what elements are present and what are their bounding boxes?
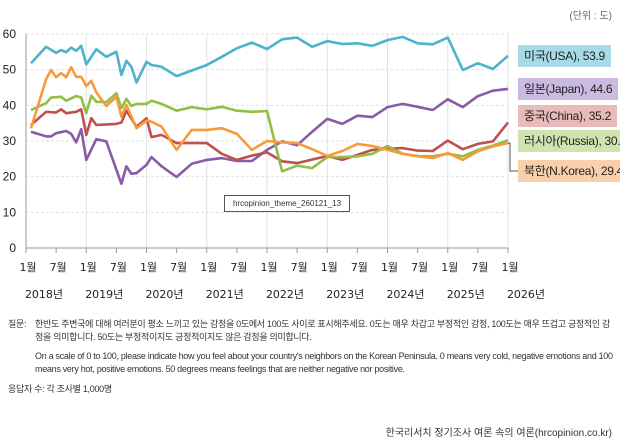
y-tick-label: 0 <box>9 241 16 255</box>
x-year-label: 2020년 <box>145 288 183 301</box>
x-year-label: 2018년 <box>25 288 63 301</box>
end-label-1: 일본(Japan), 44.6 <box>518 78 619 100</box>
end-label-0: 미국(USA), 53.9 <box>518 45 611 67</box>
x-month-label: 7월 <box>230 261 247 274</box>
y-tick-label: 20 <box>3 170 17 184</box>
series-line-4 <box>29 65 509 162</box>
x-month-label: 1월 <box>441 261 458 274</box>
y-tick-label: 60 <box>3 27 17 41</box>
y-tick-label: 10 <box>3 205 17 219</box>
x-month-label: 7월 <box>110 261 127 274</box>
axes <box>25 34 509 253</box>
x-month-label: 1월 <box>140 261 157 274</box>
y-tick-label: 30 <box>3 134 17 148</box>
x-year-label: 2026년 <box>507 288 545 301</box>
x-month-label: 1월 <box>260 261 277 274</box>
x-month-label: 1월 <box>200 261 217 274</box>
x-year-label: 2021년 <box>206 288 244 301</box>
x-month-label: 1월 <box>381 261 398 274</box>
x-month-label: 7월 <box>291 261 308 274</box>
x-month-label: 7월 <box>471 261 488 274</box>
x-month-label: 1월 <box>501 261 518 274</box>
question-label: 질문: <box>8 319 27 329</box>
watermark-box: hrcopinion_theme_260121_13 <box>224 195 350 212</box>
source-credit: 한국리서치 정기조사 여론 속의 여론(hrcopinion.co.kr) <box>385 428 612 439</box>
y-tick-label: 40 <box>3 98 17 112</box>
x-month-label: 7월 <box>411 261 428 274</box>
x-year-label: 2024년 <box>386 288 424 301</box>
x-month-label: 7월 <box>351 261 368 274</box>
series-lines <box>29 35 518 186</box>
respondents-note: 응답자 수: 각 조사별 1,000명 <box>8 384 112 394</box>
x-year-label: 2023년 <box>326 288 364 301</box>
end-label-2: 중국(China), 35.2 <box>518 105 617 127</box>
x-month-label: 1월 <box>19 261 36 274</box>
x-year-label: 2019년 <box>85 288 123 301</box>
y-tick-label: 50 <box>3 63 17 77</box>
end-label-4: 북한(N.Korea), 29.4 <box>518 160 620 182</box>
x-month-label: 1월 <box>321 261 338 274</box>
x-year-label: 2022년 <box>266 288 304 301</box>
series-line-2 <box>30 108 510 165</box>
question-english: On a scale of 0 to 100, please indicate … <box>35 351 613 374</box>
line-chart: 0 10 20 30 40 50 60 1월 7월 1월 7월 1월 7월 1월 7월 1월 7월 1월 7월 1월 7… <box>3 27 545 301</box>
x-year-label: 2025년 <box>447 288 485 301</box>
x-month-label: 1월 <box>80 261 97 274</box>
x-month-label: 7월 <box>170 261 187 274</box>
unit-label: (단위 : 도) <box>569 11 612 22</box>
tick-labels: 0 10 20 30 40 50 60 1월 7월 1월 7월 1월 7월 1월 7월 1월 7월 1월 7월 1월 7… <box>3 27 545 301</box>
series-line-0 <box>30 35 509 84</box>
end-label-3: 러시아(Russia), 30.2 <box>518 130 620 152</box>
x-month-label: 7월 <box>50 261 67 274</box>
question-korean: 한반도 주변국에 대해 여러분이 평소 느끼고 있는 감정을 0도에서 100도… <box>35 319 611 342</box>
label-connector <box>508 142 518 172</box>
